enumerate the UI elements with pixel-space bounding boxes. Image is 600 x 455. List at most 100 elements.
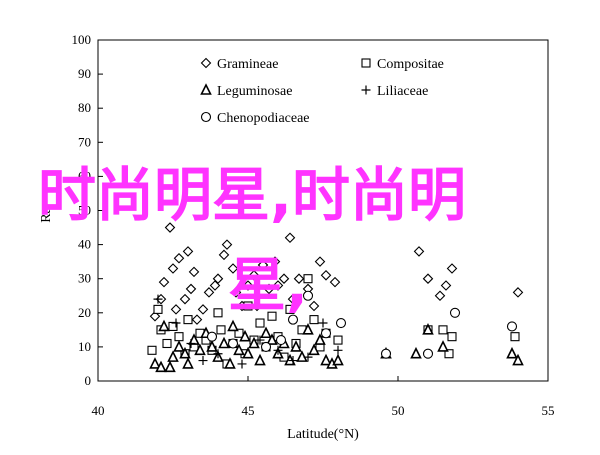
leguminosae-point: [218, 336, 230, 349]
gramineae-point: [182, 246, 194, 257]
gramineae-point: [185, 283, 197, 295]
liliaceae-point: [213, 349, 223, 359]
y-tick-label: 90: [78, 66, 91, 81]
compositae-point: [333, 335, 343, 345]
legend-marker-compositae: [361, 58, 371, 68]
gramineae-point: [191, 314, 203, 325]
leguminosae-point: [242, 346, 254, 359]
liliaceae-point: [255, 335, 265, 345]
x-tick-label: 45: [242, 403, 255, 418]
legend-marker-gramineae: [200, 57, 212, 69]
gramineae-point: [251, 300, 263, 312]
gramineae-point: [212, 273, 224, 284]
compositae-point: [303, 274, 313, 284]
chenopodiaceae-point: [302, 290, 314, 301]
compositae-point: [234, 328, 244, 338]
legend-label-leguminosae: Leguminosae: [217, 84, 292, 99]
gramineae-point: [308, 300, 320, 312]
gramineae-point: [173, 252, 185, 264]
chenopodiaceae-point: [227, 338, 239, 349]
gramineae-point: [287, 293, 299, 305]
leguminosae-point: [266, 333, 278, 345]
gramineae-point: [320, 270, 332, 281]
leguminosae-point: [260, 326, 272, 339]
watermark-line-1: 时尚明星,时尚明: [38, 161, 467, 229]
gramineae-point: [263, 283, 275, 295]
liliaceae-point: [237, 359, 247, 369]
gramineae-point: [269, 256, 281, 267]
compositae-point: [213, 308, 223, 318]
x-tick-label: 40: [92, 403, 105, 418]
chenopodiaceae-point: [320, 328, 332, 339]
compositae-point: [147, 345, 157, 355]
leguminosae-point: [254, 353, 266, 366]
leguminosae-point: [320, 353, 332, 366]
leguminosae-point: [302, 323, 314, 335]
liliaceae-point: [153, 294, 163, 304]
leguminosae-point: [239, 329, 251, 342]
leguminosae-point: [164, 360, 176, 373]
data-points: [147, 222, 524, 373]
y-axis-title: Ra: [39, 206, 54, 222]
legend: Gramineae Compositae Leguminosae Liliaceae C…: [200, 57, 444, 126]
gramineae-point: [188, 266, 200, 278]
x-axis: 40 45 50 55: [92, 376, 555, 418]
legend-marker-leguminosae: [200, 83, 212, 95]
leguminosae-point: [224, 357, 236, 369]
gramineae-point: [227, 263, 239, 274]
legend-marker-liliaceae: [361, 85, 371, 95]
watermark-line-2: 星,: [228, 251, 309, 319]
leguminosae-point: [506, 346, 518, 359]
leguminosae-point: [308, 343, 320, 356]
legend-label-liliaceae: Liliaceae: [377, 84, 428, 99]
compositae-point: [444, 349, 454, 359]
x-axis-title: Latitude(°N): [287, 427, 359, 442]
gramineae-point: [158, 276, 170, 288]
compositae-point: [183, 315, 193, 325]
chenopodiaceae-point: [422, 348, 434, 359]
gramineae-point: [422, 273, 434, 284]
gramineae-point: [230, 287, 242, 298]
leguminosae-point: [173, 340, 185, 352]
leguminosae-point: [167, 350, 179, 362]
x-tick-label: 50: [392, 403, 405, 418]
compositae-point: [510, 332, 520, 342]
y-tick-label: 70: [78, 134, 91, 149]
gramineae-point: [209, 280, 221, 291]
legend-label-gramineae: Gramineae: [217, 57, 278, 72]
leguminosae-point: [182, 357, 194, 369]
liliaceae-point: [333, 345, 343, 355]
legend-marker-chenopodiaceae: [200, 111, 212, 123]
gramineae-point: [164, 222, 176, 233]
gramineae-point: [221, 239, 233, 250]
leguminosae-point: [290, 340, 302, 352]
chenopodiaceae-point: [380, 348, 392, 359]
compositae-point: [243, 301, 253, 311]
chenopodiaceae-point: [449, 307, 461, 318]
chenopodiaceae-point: [335, 317, 347, 329]
gramineae-point: [413, 246, 425, 257]
y-tick-label: 50: [78, 203, 91, 218]
gramineae-point: [278, 273, 290, 284]
compositae-point: [216, 325, 226, 335]
liliaceae-point: [198, 356, 208, 366]
leguminosae-point: [437, 340, 449, 352]
y-tick-label: 80: [78, 100, 91, 115]
gramineae-point: [512, 287, 524, 298]
gramineae-point: [329, 276, 341, 288]
legend-label-chenopodiaceae: Chenopodiaceae: [217, 111, 310, 126]
gramineae-point: [218, 249, 230, 261]
gramineae-point: [446, 263, 458, 274]
gramineae-point: [293, 273, 305, 284]
gramineae-point: [440, 280, 452, 291]
chenopodiaceae-point: [275, 335, 287, 346]
y-tick-label: 100: [72, 32, 92, 47]
liliaceae-point: [171, 318, 181, 328]
leguminosae-point: [233, 343, 245, 356]
gramineae-point: [314, 256, 326, 267]
gramineae-point: [197, 304, 209, 315]
leguminosae-point: [158, 319, 170, 332]
compositae-point: [153, 304, 163, 314]
leguminosae-point: [206, 340, 218, 352]
